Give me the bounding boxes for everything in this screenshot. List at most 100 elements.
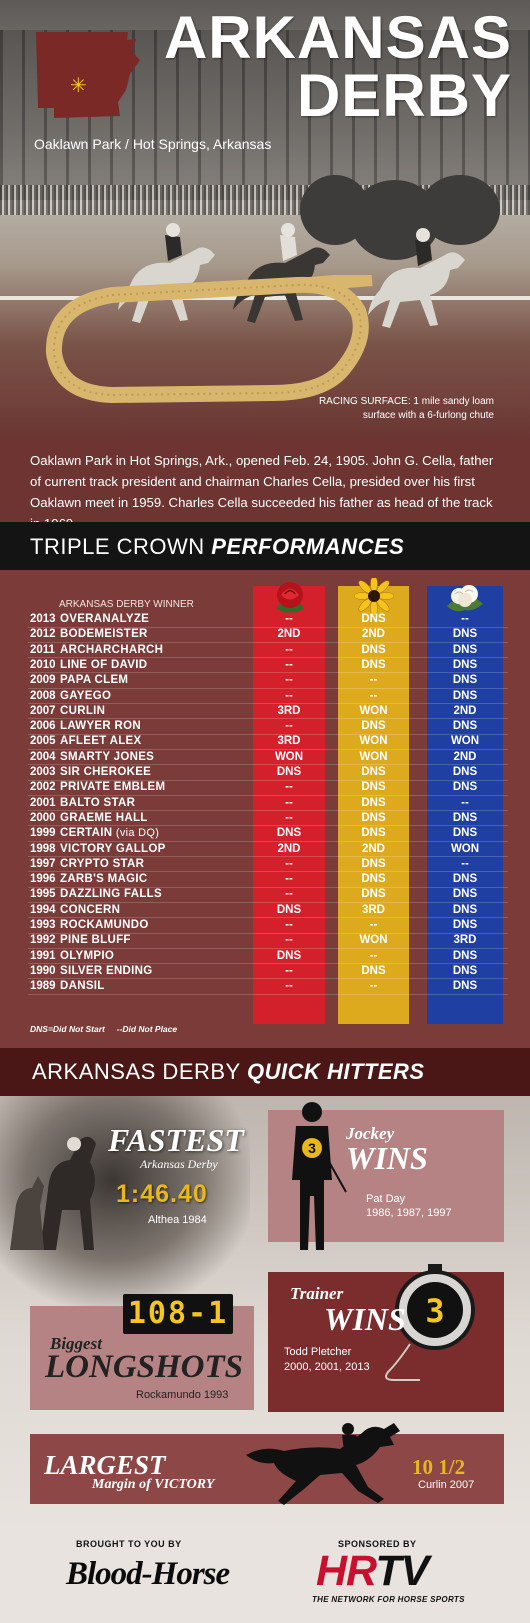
winner-horse: PINE BLUFF <box>60 933 250 948</box>
winner-horse: VICTORY GALLOP <box>60 842 250 857</box>
belmont-result: DNS <box>452 980 478 993</box>
kentucky-derby-result: -- <box>285 873 293 886</box>
row-divider <box>28 963 508 965</box>
winner-horse: CERTAIN (via DQ) <box>60 826 250 841</box>
preakness-result: DNS <box>361 766 386 778</box>
row-divider <box>28 871 508 873</box>
table-row: 1993 ROCKAMUNDO -- -- DNS <box>0 918 530 934</box>
racing-surface-line1: RACING SURFACE: 1 mile sandy loam <box>318 396 494 407</box>
table-row: 2005 AFLEET ALEX 3RD WON WON <box>0 734 530 750</box>
longshots-heading: LONGSHOTS <box>45 1349 244 1385</box>
winner-horse: CURLIN <box>60 704 250 719</box>
winner-horse: GRAEME HALL <box>60 811 250 826</box>
kentucky-derby-result: -- <box>285 811 293 824</box>
kentucky-derby-result: DNS <box>276 903 302 916</box>
quick-hitters-title-italic: QUICK HITTERS <box>246 1059 425 1084</box>
horse-name: PRIVATE EMBLEM <box>60 781 166 794</box>
kentucky-derby-result: -- <box>285 964 293 977</box>
fastest-subheading: Arkansas Derby <box>140 1157 218 1171</box>
fastest-heading: FASTEST <box>108 1122 244 1158</box>
horse-name: SILVER ENDING <box>60 964 153 977</box>
kentucky-derby-result: -- <box>285 934 293 947</box>
table-row: 2004 SMARTY JONES WON WON 2ND <box>0 750 530 766</box>
belmont-result: 3RD <box>453 934 477 947</box>
horse-name: SMARTY JONES <box>60 750 155 763</box>
preakness-result: DNS <box>361 827 386 840</box>
table-row: 2000 GRAEME HALL -- DNS DNS <box>0 811 530 827</box>
belmont-result: 2ND <box>453 704 477 717</box>
winner-year: 1999 <box>30 827 56 840</box>
margin-heading: LARGEST <box>44 1450 166 1480</box>
belmont-result: WON <box>450 735 480 748</box>
preakness-result: -- <box>369 949 378 962</box>
row-divider <box>28 794 508 796</box>
winner-year: 2003 <box>30 766 56 778</box>
hrtv-logo-hr: HR <box>316 1547 376 1595</box>
fastest-winner: Althea 1984 <box>148 1214 207 1226</box>
winner-horse: AFLEET ALEX <box>60 734 250 749</box>
triple-crown-title-regular: TRIPLE CROWN <box>30 534 212 559</box>
preakness-result: -- <box>369 980 378 993</box>
belmont-result: DNS <box>452 811 478 824</box>
winner-horse: LINE OF DAVID <box>60 658 250 673</box>
horse-name: BODEMEISTER <box>60 628 148 641</box>
winner-horse: SILVER ENDING <box>60 964 250 979</box>
table-row: 1996 ZARB'S MAGIC -- DNS DNS <box>0 872 530 888</box>
kentucky-derby-result: 3RD <box>277 704 301 717</box>
table-row: 1995 DAZZLING FALLS -- DNS DNS <box>0 887 530 903</box>
winner-horse: ZARB'S MAGIC <box>60 872 250 887</box>
winner-column-label: ARKANSAS DERBY WINNER <box>59 599 194 610</box>
kentucky-derby-result: -- <box>285 796 293 809</box>
horse-name: ROCKAMUNDO <box>60 919 149 931</box>
horse-name: DANSIL <box>60 980 105 993</box>
winner-horse: OVERANALYZE <box>60 612 250 627</box>
brought-to-you-label: BROUGHT TO YOU BY <box>76 1539 182 1549</box>
row-divider <box>28 657 508 659</box>
triple-crown-header-bar <box>0 522 530 570</box>
row-divider <box>28 703 508 704</box>
winner-horse: SMARTY JONES <box>60 750 250 765</box>
track-location: Oaklawn Park / Hot Springs, Arkansas <box>34 136 272 152</box>
row-divider <box>28 748 508 750</box>
kentucky-derby-result: -- <box>285 613 293 625</box>
row-divider <box>28 856 508 857</box>
row-divider <box>28 917 508 919</box>
tree-image <box>420 175 500 245</box>
belmont-result: DNS <box>452 873 478 886</box>
kentucky-derby-result: DNS <box>276 827 302 840</box>
horse-name: OVERANALYZE <box>60 613 150 625</box>
table-row: 2001 BALTO STAR -- DNS -- <box>0 796 530 812</box>
stopwatch-icon: 3 <box>385 1264 475 1381</box>
row-divider <box>28 626 508 628</box>
sponsored-by-label: SPONSORED BY <box>338 1539 417 1549</box>
track-oval-icon <box>45 275 373 403</box>
belmont-result: DNS <box>452 766 478 778</box>
winner-year: 2006 <box>30 720 56 733</box>
jockey-win-count: 3 <box>308 1140 316 1156</box>
belmont-result: 2ND <box>453 750 477 763</box>
kentucky-derby-result: -- <box>285 888 293 901</box>
row-divider <box>28 672 508 674</box>
horse-name: GRAEME HALL <box>60 811 148 824</box>
winner-horse: CRYPTO STAR <box>60 857 250 872</box>
belmont-result: DNS <box>452 658 478 671</box>
preakness-result: 2ND <box>361 842 385 855</box>
row-divider <box>28 718 508 720</box>
racing-surface-note: RACING SURFACE: 1 mile sandy loam surfac… <box>294 395 494 423</box>
kentucky-derby-result: DNS <box>276 766 302 778</box>
quick-hitters-title: ARKANSAS DERBY QUICK HITTERS <box>32 1059 425 1085</box>
black-eyed-susan-icon <box>354 578 394 616</box>
row-divider <box>28 641 508 643</box>
winner-year: 1998 <box>30 842 56 855</box>
hrtv-logo: HRTV <box>316 1547 429 1595</box>
winner-horse: PRIVATE EMBLEM <box>60 780 250 795</box>
winner-horse: DAZZLING FALLS <box>60 887 250 902</box>
jockey-heading: Jockey <box>346 1124 395 1143</box>
rose-icon <box>276 582 304 613</box>
trainer-name: Todd Pletcher <box>284 1346 352 1358</box>
kentucky-derby-result: -- <box>285 980 293 993</box>
kentucky-derby-result: -- <box>285 674 293 687</box>
table-row: 2006 LAWYER RON -- DNS DNS <box>0 719 530 735</box>
row-divider <box>28 947 508 949</box>
